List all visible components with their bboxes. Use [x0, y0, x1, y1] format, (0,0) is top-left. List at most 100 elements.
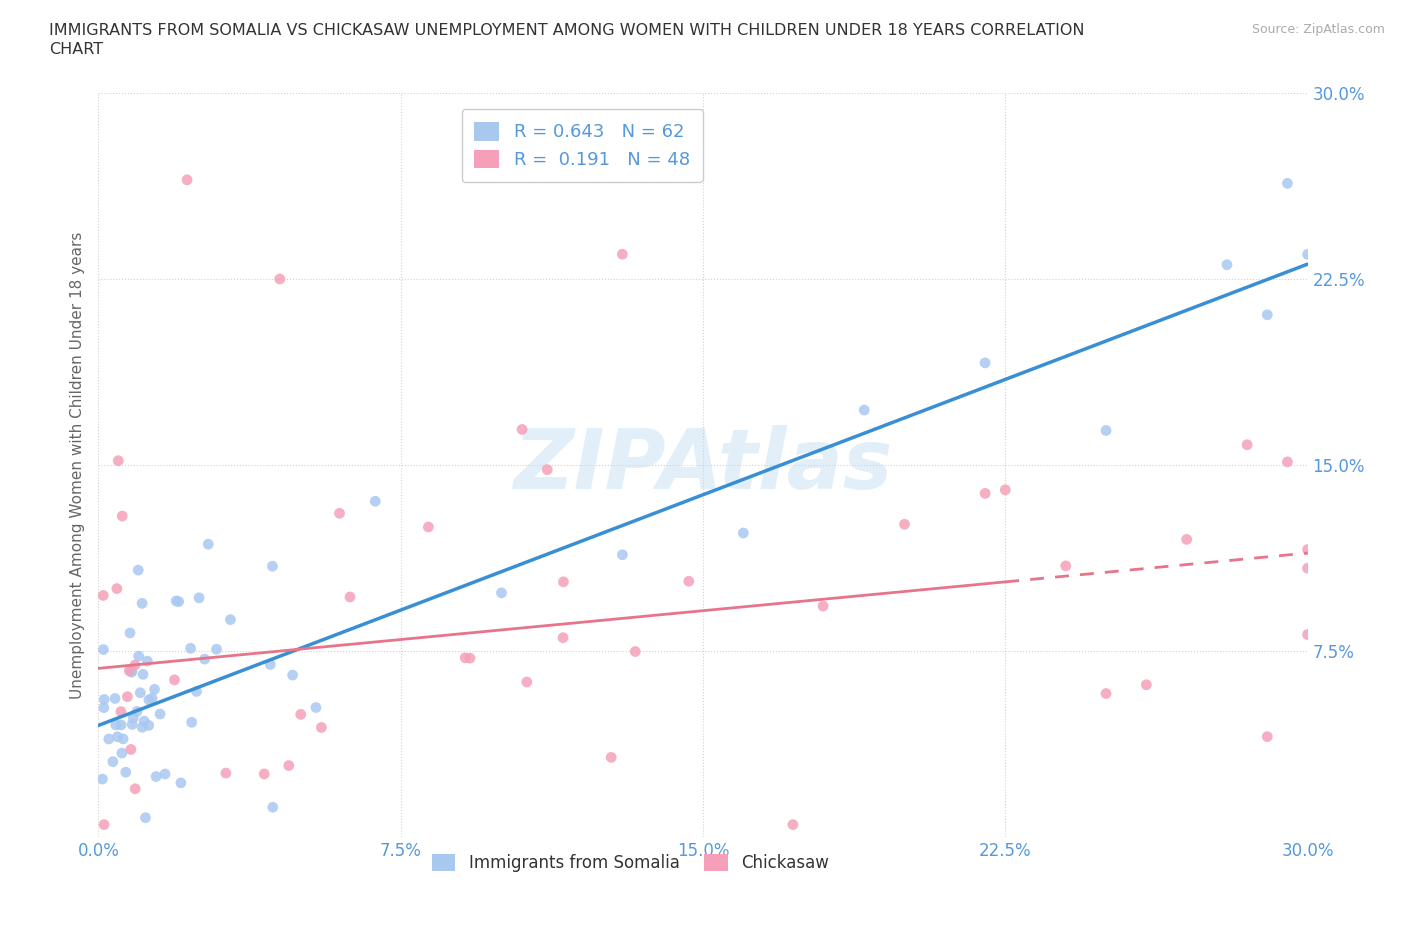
Point	[262, 559, 284, 574]
Point	[124, 658, 146, 672]
Point	[122, 711, 145, 725]
Point	[129, 685, 152, 700]
Point	[454, 650, 477, 665]
Point	[180, 715, 202, 730]
Point	[277, 758, 299, 773]
Point	[1256, 729, 1278, 744]
Point	[1296, 542, 1319, 557]
Point	[170, 776, 193, 790]
Point	[138, 693, 160, 708]
Point	[219, 612, 242, 627]
Point	[418, 520, 440, 535]
Point	[145, 769, 167, 784]
Point	[188, 591, 211, 605]
Text: ZIPAtlas: ZIPAtlas	[513, 424, 893, 506]
Point	[1095, 423, 1118, 438]
Point	[111, 509, 134, 524]
Point	[269, 272, 291, 286]
Point	[101, 754, 124, 769]
Point	[104, 691, 127, 706]
Point	[364, 494, 387, 509]
Point	[91, 588, 114, 603]
Point	[516, 674, 538, 689]
Point	[124, 781, 146, 796]
Point	[253, 766, 276, 781]
Legend: Immigrants from Somalia, Chickasaw: Immigrants from Somalia, Chickasaw	[423, 846, 838, 881]
Point	[551, 631, 574, 645]
Point	[536, 462, 558, 477]
Point	[143, 682, 166, 697]
Point	[118, 626, 141, 641]
Point	[782, 817, 804, 832]
Point	[1236, 437, 1258, 452]
Point	[612, 548, 634, 563]
Point	[853, 403, 876, 418]
Point	[176, 172, 198, 187]
Point	[678, 574, 700, 589]
Point	[281, 668, 304, 683]
Point	[1296, 561, 1319, 576]
Point	[624, 644, 647, 659]
Point	[107, 453, 129, 468]
Text: Source: ZipAtlas.com: Source: ZipAtlas.com	[1251, 23, 1385, 36]
Point	[112, 731, 135, 746]
Point	[339, 590, 361, 604]
Point	[134, 810, 156, 825]
Point	[1135, 677, 1157, 692]
Point	[328, 506, 350, 521]
Point	[120, 742, 142, 757]
Point	[110, 704, 132, 719]
Point	[138, 718, 160, 733]
Point	[194, 652, 217, 667]
Point	[149, 707, 172, 722]
Point	[118, 663, 141, 678]
Point	[131, 596, 153, 611]
Point	[132, 667, 155, 682]
Point	[165, 593, 187, 608]
Point	[114, 764, 136, 779]
Point	[1296, 247, 1319, 262]
Point	[104, 717, 127, 732]
Point	[893, 517, 915, 532]
Point	[167, 594, 190, 609]
Point	[733, 525, 755, 540]
Point	[1277, 176, 1299, 191]
Point	[1054, 558, 1077, 573]
Point	[127, 563, 149, 578]
Point	[600, 750, 623, 764]
Text: CHART: CHART	[49, 42, 103, 57]
Point	[121, 665, 143, 680]
Point	[136, 654, 159, 669]
Point	[121, 664, 143, 679]
Point	[105, 581, 128, 596]
Point	[121, 717, 143, 732]
Text: IMMIGRANTS FROM SOMALIA VS CHICKASAW UNEMPLOYMENT AMONG WOMEN WITH CHILDREN UNDE: IMMIGRANTS FROM SOMALIA VS CHICKASAW UNE…	[49, 23, 1084, 38]
Point	[163, 672, 186, 687]
Point	[215, 765, 238, 780]
Point	[290, 707, 312, 722]
Point	[305, 700, 328, 715]
Point	[93, 642, 115, 657]
Point	[1095, 686, 1118, 701]
Point	[128, 649, 150, 664]
Point	[125, 704, 148, 719]
Point	[994, 483, 1017, 498]
Point	[93, 817, 115, 832]
Point	[1277, 455, 1299, 470]
Y-axis label: Unemployment Among Women with Children Under 18 years: Unemployment Among Women with Children U…	[69, 232, 84, 698]
Point	[117, 689, 139, 704]
Point	[458, 651, 481, 666]
Point	[186, 684, 208, 699]
Point	[553, 575, 575, 590]
Point	[131, 720, 153, 735]
Point	[510, 422, 533, 437]
Point	[974, 486, 997, 501]
Point	[141, 691, 163, 706]
Point	[134, 713, 156, 728]
Point	[811, 599, 834, 614]
Point	[205, 642, 228, 657]
Point	[93, 692, 115, 707]
Point	[93, 700, 115, 715]
Point	[259, 658, 281, 672]
Point	[974, 355, 997, 370]
